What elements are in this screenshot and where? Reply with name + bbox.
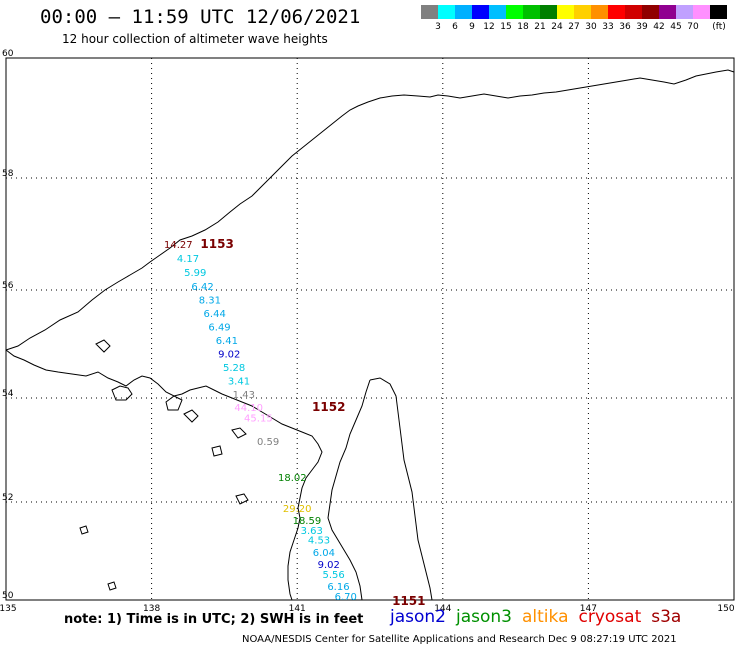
scale-swatch xyxy=(540,5,557,19)
wave-height-value: 6.16 xyxy=(327,582,349,593)
scale-tick-label: 3 xyxy=(435,22,441,32)
pass-time-label: 1151 xyxy=(392,594,425,608)
lat-lon-grid xyxy=(6,58,734,600)
pass-time-label: 1153 xyxy=(200,237,233,251)
scale-tick-label: 42 xyxy=(653,22,665,32)
scale-tick-label: 24 xyxy=(551,22,563,32)
latitude-tick-label: 56 xyxy=(2,281,14,291)
map-subtitle: 12 hour collection of altimeter wave hei… xyxy=(62,32,328,46)
latitude-tick-label: 54 xyxy=(2,389,14,399)
scale-tick-label: 21 xyxy=(534,22,546,32)
scale-swatch xyxy=(659,5,676,19)
coastline-mainland-west xyxy=(5,349,323,601)
wave-height-value: 45.15 xyxy=(244,413,273,424)
map-frame xyxy=(5,57,735,601)
wave-height-color-scale: (ft) 3 6 9 12 15 18 21 24 27 30 33 36 39 42 45 70 xyxy=(421,5,740,35)
wave-height-value: 1.43 xyxy=(233,390,255,401)
wave-height-value: 3.41 xyxy=(228,377,250,388)
wave-height-value: 5.99 xyxy=(184,268,206,279)
scale-swatch xyxy=(489,5,506,19)
latitude-tick-label: 60 xyxy=(2,49,14,59)
scale-swatch xyxy=(591,5,608,19)
scale-tick-label: 9 xyxy=(469,22,475,32)
wave-height-value: 6.44 xyxy=(204,309,226,320)
scale-tick-label: 27 xyxy=(568,22,580,32)
latitude-tick-label: 50 xyxy=(2,591,14,601)
scale-swatch xyxy=(642,5,659,19)
scale-tick-label: 36 xyxy=(619,22,631,32)
scale-swatch xyxy=(608,5,625,19)
wave-height-value: 6.49 xyxy=(208,323,230,334)
scale-tick-label: 45 xyxy=(670,22,682,32)
legend-satellite-altika: altika xyxy=(522,607,569,627)
wave-height-value: 9.02 xyxy=(318,560,340,571)
coastline-sakhalin xyxy=(327,377,433,601)
scale-tick-label: 18 xyxy=(517,22,529,32)
wave-height-value: 4.17 xyxy=(177,254,199,265)
wave-height-value: 6.41 xyxy=(216,336,238,347)
longitude-tick-label: 150 xyxy=(717,604,734,614)
scale-tick-label: 12 xyxy=(483,22,495,32)
scale-swatch xyxy=(710,5,727,19)
latitude-tick-label: 58 xyxy=(2,169,14,179)
scale-tick-label: 70 xyxy=(687,22,699,32)
scale-swatch xyxy=(676,5,693,19)
scale-swatch xyxy=(625,5,642,19)
wave-height-value: 5.28 xyxy=(223,363,245,374)
wave-height-value: 0.59 xyxy=(257,437,279,448)
legend-satellite-jason3: jason3 xyxy=(456,607,512,627)
scale-swatch xyxy=(557,5,574,19)
scale-swatch xyxy=(438,5,455,19)
wave-height-value: 29.20 xyxy=(283,504,312,515)
wave-height-value: 44.10 xyxy=(234,403,263,414)
coastline-islands xyxy=(79,339,249,591)
axis-tick-labels: 135 138 141 144 147 150 50 52 54 56 58 60 xyxy=(0,49,735,614)
wave-height-value: 14.27 xyxy=(164,240,193,251)
wave-height-value: 3.63 xyxy=(301,526,323,537)
scale-tick-label: 39 xyxy=(636,22,648,32)
scale-swatch xyxy=(693,5,710,19)
legend-satellite-cryosat: cryosat xyxy=(578,607,642,627)
longitude-tick-label: 141 xyxy=(289,604,306,614)
wave-height-value: 18.02 xyxy=(278,473,307,484)
longitude-tick-label: 144 xyxy=(434,604,451,614)
legend-satellite-jason2: jason2 xyxy=(390,607,446,627)
wave-height-value: 8.31 xyxy=(199,296,221,307)
wave-height-value: 4.53 xyxy=(308,536,330,547)
longitude-tick-label: 147 xyxy=(580,604,597,614)
latitude-tick-label: 52 xyxy=(2,493,13,503)
scale-tick-label: 33 xyxy=(602,22,614,32)
scale-swatch xyxy=(506,5,523,19)
credit-line: NOAA/NESDIS Center for Satellite Applica… xyxy=(242,634,677,645)
scale-swatch xyxy=(574,5,591,19)
wave-height-value: 6.70 xyxy=(335,592,357,603)
longitude-tick-label: 135 xyxy=(0,604,17,614)
map-title: 00:00 – 11:59 UTC 12/06/2021 xyxy=(40,6,361,28)
observation-labels: 14.27 4.17 5.99 6.42 8.31 6.44 6.49 6.41 9.02 5.2… xyxy=(164,240,357,603)
pass-time-label: 1152 xyxy=(312,400,345,414)
satellite-legend: jason2 jason3 altika cryosat s3a xyxy=(390,607,691,627)
scale-unit-label: (ft) xyxy=(712,22,726,32)
scale-swatch xyxy=(455,5,472,19)
scale-tick-label: 30 xyxy=(585,22,597,32)
scale-swatch xyxy=(523,5,540,19)
scale-tick-label: 6 xyxy=(452,22,458,32)
pass-time-labels: 1153 1152 1151 xyxy=(200,237,425,608)
legend-satellite-s3a: s3a xyxy=(651,607,682,627)
wave-height-value: 6.04 xyxy=(313,548,335,559)
wave-height-value: 5.56 xyxy=(322,570,344,581)
wave-height-value: 18.59 xyxy=(293,516,322,527)
scale-swatch xyxy=(472,5,489,19)
units-note: note: 1) Time is in UTC; 2) SWH is in fe… xyxy=(64,612,364,627)
scale-swatch xyxy=(421,5,438,19)
coastline-mainland-north xyxy=(5,69,735,351)
wave-height-value: 6.42 xyxy=(191,282,213,293)
scale-tick-label: 15 xyxy=(500,22,512,32)
longitude-tick-label: 138 xyxy=(143,604,160,614)
coastline xyxy=(5,69,735,601)
wave-height-value: 9.02 xyxy=(218,350,240,361)
